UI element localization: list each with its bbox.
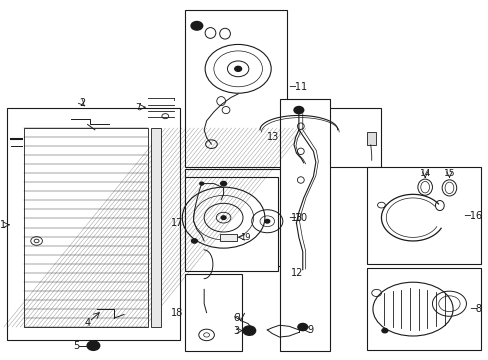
Text: 13: 13 (266, 132, 279, 142)
Text: 3: 3 (232, 325, 239, 336)
Circle shape (234, 66, 241, 71)
Bar (366, 167, 480, 264)
Text: ─11: ─11 (288, 82, 306, 92)
Text: 12: 12 (290, 268, 303, 278)
Text: 4: 4 (84, 319, 90, 328)
Circle shape (200, 182, 203, 185)
Text: 9: 9 (306, 325, 313, 334)
Circle shape (243, 326, 255, 335)
Text: 5: 5 (73, 341, 79, 351)
Circle shape (220, 181, 226, 186)
Circle shape (297, 323, 307, 330)
Bar (184, 10, 286, 167)
Bar (366, 268, 480, 350)
Bar (184, 177, 277, 271)
Text: 18: 18 (171, 309, 183, 318)
Circle shape (87, 341, 100, 350)
Text: ─10: ─10 (288, 213, 306, 222)
Text: 1: 1 (0, 220, 6, 230)
Circle shape (381, 328, 387, 333)
Text: ─8: ─8 (469, 304, 482, 314)
Bar (184, 274, 242, 351)
Circle shape (191, 22, 203, 30)
Text: 2: 2 (80, 98, 86, 108)
Text: 19: 19 (240, 233, 250, 242)
Text: 14: 14 (419, 169, 430, 178)
Circle shape (293, 107, 303, 114)
Text: 15: 15 (443, 169, 454, 178)
Bar (150, 128, 161, 327)
Circle shape (264, 220, 269, 223)
Bar (281, 108, 381, 167)
Bar (220, 234, 237, 241)
Text: 13: 13 (290, 213, 302, 222)
Circle shape (221, 216, 225, 220)
Circle shape (191, 239, 197, 243)
Text: 7: 7 (135, 103, 141, 112)
Bar (7, 108, 180, 339)
Bar (184, 169, 286, 266)
Bar (24, 128, 148, 327)
Text: 6: 6 (232, 313, 239, 323)
Text: 17: 17 (170, 218, 183, 228)
Bar (280, 99, 330, 351)
Bar (366, 132, 375, 145)
Text: ─16: ─16 (464, 211, 482, 221)
